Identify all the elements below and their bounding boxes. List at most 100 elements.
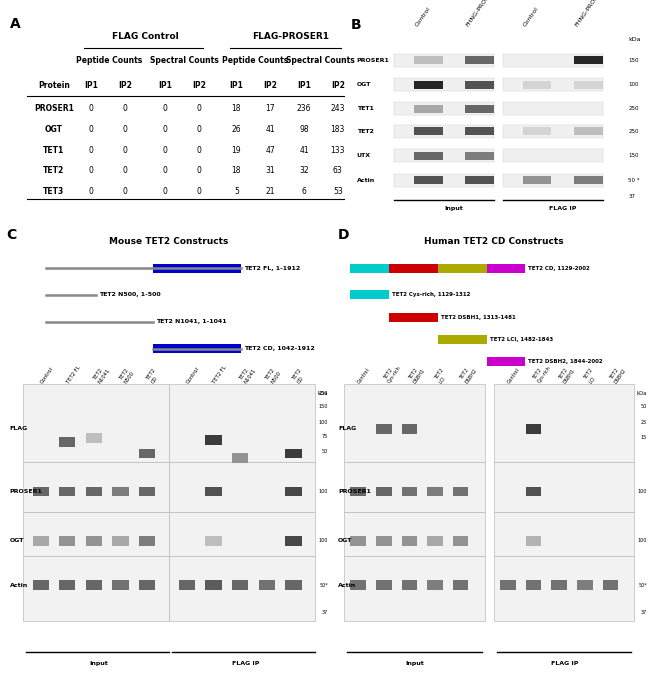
- Text: 0: 0: [88, 167, 94, 175]
- Bar: [465, 56, 494, 64]
- Text: 37: 37: [641, 610, 647, 615]
- Text: IP2: IP2: [263, 81, 277, 90]
- Bar: [402, 424, 417, 434]
- Bar: [112, 536, 129, 546]
- Text: A: A: [10, 18, 21, 31]
- Text: 0: 0: [163, 125, 168, 133]
- Bar: [574, 127, 603, 135]
- Bar: [523, 127, 551, 135]
- Text: 150: 150: [629, 153, 639, 158]
- Text: Actin: Actin: [10, 583, 28, 588]
- Text: PROSER1: PROSER1: [34, 104, 73, 113]
- Bar: [402, 536, 417, 546]
- Bar: [232, 453, 248, 463]
- Text: 50: 50: [322, 449, 328, 454]
- Text: FHNG-PROSER1: FHNG-PROSER1: [465, 0, 498, 28]
- Text: TET1: TET1: [357, 106, 374, 112]
- Text: 0: 0: [88, 125, 94, 133]
- Text: 0: 0: [122, 125, 127, 133]
- Text: TET2 N1041, 1-1041: TET2 N1041, 1-1041: [156, 320, 227, 324]
- Text: FLAG-PROSER1: FLAG-PROSER1: [252, 32, 329, 41]
- Text: 0: 0: [163, 104, 168, 113]
- Text: 50*: 50*: [320, 583, 328, 588]
- Bar: [169, 385, 315, 462]
- Bar: [169, 512, 315, 556]
- Text: TET2 Cys-rich, 1129-1312: TET2 Cys-rich, 1129-1312: [392, 292, 471, 297]
- Text: TET2
Cys-rich: TET2 Cys-rich: [532, 362, 552, 385]
- Bar: [526, 424, 541, 434]
- Text: FLAG Control: FLAG Control: [112, 32, 179, 41]
- Text: TET2 FL, 1-1912: TET2 FL, 1-1912: [244, 265, 300, 271]
- Bar: [86, 487, 102, 496]
- Bar: [32, 580, 49, 590]
- Text: 15: 15: [641, 435, 647, 440]
- Text: IP2: IP2: [192, 81, 206, 90]
- Text: TET3: TET3: [43, 188, 64, 196]
- Bar: [350, 290, 389, 299]
- Bar: [427, 580, 443, 590]
- Text: TET2
CD: TET2 CD: [292, 368, 308, 385]
- Text: 5: 5: [234, 188, 239, 196]
- Text: 100: 100: [319, 538, 328, 543]
- Text: PROSER1: PROSER1: [338, 489, 371, 494]
- Bar: [438, 263, 487, 273]
- Text: 100: 100: [638, 489, 647, 494]
- Text: 100: 100: [319, 489, 328, 494]
- Text: TET2 FL: TET2 FL: [212, 364, 228, 385]
- Bar: [494, 512, 634, 556]
- Text: Control: Control: [357, 367, 371, 385]
- Text: IP2: IP2: [118, 81, 132, 90]
- Bar: [32, 536, 49, 546]
- Bar: [574, 176, 603, 184]
- Text: TET2
N500: TET2 N500: [265, 367, 282, 385]
- Text: 0: 0: [197, 125, 202, 133]
- Text: 0: 0: [163, 188, 168, 196]
- Bar: [502, 53, 603, 67]
- Bar: [59, 536, 75, 546]
- Text: TET2
N500: TET2 N500: [119, 367, 136, 385]
- Text: TET2 CD, 1129-2002: TET2 CD, 1129-2002: [528, 265, 590, 271]
- Text: 98: 98: [299, 125, 309, 133]
- Bar: [205, 487, 222, 496]
- Bar: [427, 487, 443, 496]
- Text: 150: 150: [629, 58, 639, 63]
- Text: kDa: kDa: [629, 37, 641, 43]
- Text: 0: 0: [197, 167, 202, 175]
- Bar: [394, 102, 494, 116]
- Text: TET2 N500, 1-500: TET2 N500, 1-500: [99, 292, 161, 297]
- Bar: [376, 580, 392, 590]
- Bar: [414, 81, 443, 89]
- Bar: [205, 580, 222, 590]
- Bar: [350, 263, 389, 273]
- Text: Actin: Actin: [357, 177, 375, 183]
- Text: TET2 LCI, 1482-1843: TET2 LCI, 1482-1843: [490, 337, 553, 342]
- Bar: [523, 176, 551, 184]
- Bar: [414, 127, 443, 135]
- Text: Input: Input: [90, 661, 109, 666]
- Text: Control: Control: [506, 367, 521, 385]
- Text: 100: 100: [629, 82, 639, 87]
- Bar: [502, 102, 603, 116]
- Bar: [453, 580, 469, 590]
- Bar: [414, 105, 443, 113]
- Bar: [394, 149, 494, 162]
- Text: B: B: [351, 18, 361, 32]
- Text: TET2
N1041: TET2 N1041: [92, 364, 111, 385]
- Text: 0: 0: [163, 146, 168, 154]
- Text: 32: 32: [299, 167, 309, 175]
- Bar: [494, 385, 634, 462]
- Bar: [551, 580, 567, 590]
- Text: Control: Control: [523, 6, 540, 28]
- Text: 50: 50: [641, 404, 647, 409]
- Text: 0: 0: [197, 146, 202, 154]
- Bar: [59, 437, 75, 447]
- Text: 250: 250: [319, 391, 328, 395]
- Text: 236: 236: [296, 104, 311, 113]
- Text: 75: 75: [322, 435, 328, 439]
- Text: 19: 19: [231, 146, 241, 154]
- Text: FLAG IP: FLAG IP: [551, 661, 578, 666]
- Text: 21: 21: [265, 188, 275, 196]
- Bar: [526, 536, 541, 546]
- Text: TET2 DSBH2, 1844-2002: TET2 DSBH2, 1844-2002: [528, 359, 603, 364]
- Text: TET1: TET1: [43, 146, 64, 154]
